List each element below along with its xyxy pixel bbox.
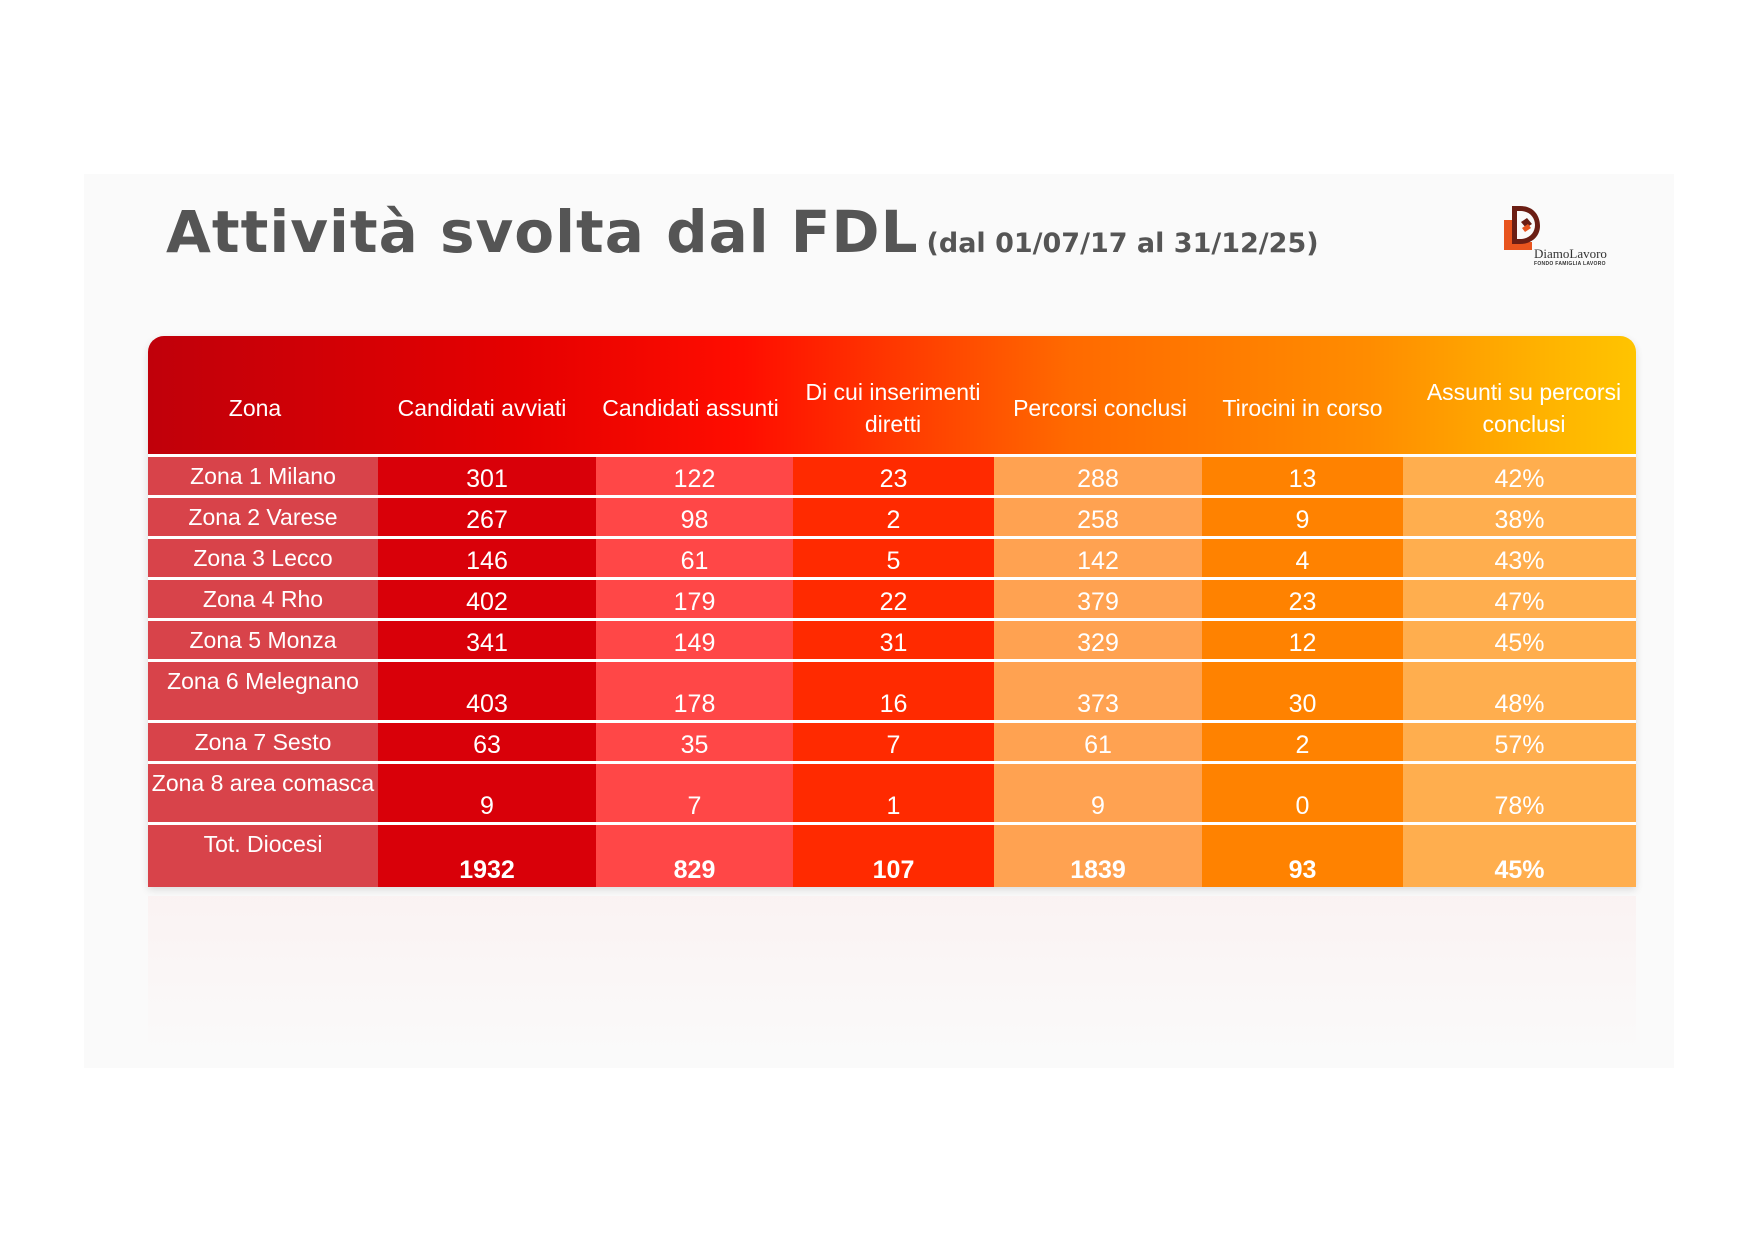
cell-zona: Zona 4 Rho xyxy=(202,586,324,612)
cell-conclusi: 9 xyxy=(1091,792,1105,820)
cell-avviati: 63 xyxy=(473,731,501,759)
cell-assunti: 35 xyxy=(680,731,709,759)
cell-conclusi: 288 xyxy=(1077,465,1119,493)
cell-zona: Zona 2 Varese xyxy=(188,504,338,530)
cell-conclusi: 329 xyxy=(1077,629,1119,657)
cell-percentuale: 45% xyxy=(1494,629,1545,657)
cell-conclusi: 142 xyxy=(1077,547,1119,575)
cell-assunti: 61 xyxy=(680,547,709,575)
header-candidati-assunti: Candidati assunti xyxy=(602,395,779,421)
row-separator xyxy=(148,822,1636,825)
table-header-row: Zona Candidati avviati Candidati assunti… xyxy=(148,336,1636,456)
total-cell-tirocini: 93 xyxy=(1288,856,1317,884)
cell-inserimenti: 5 xyxy=(886,547,901,575)
cell-assunti: 7 xyxy=(687,792,702,820)
column-bg-tirocini xyxy=(1202,456,1403,887)
header-assunti-su-percorsi: Assunti su percorsi conclusi xyxy=(1426,379,1622,437)
row-separator xyxy=(148,618,1636,621)
cell-avviati: 341 xyxy=(466,629,508,657)
cell-assunti: 178 xyxy=(673,690,716,718)
cell-conclusi: 373 xyxy=(1077,690,1119,718)
page-title: Attività svolta dal FDL (dal 01/07/17 al … xyxy=(166,198,1319,266)
header-percorsi-conclusi: Percorsi conclusi xyxy=(1013,395,1187,421)
cell-percentuale: 42% xyxy=(1494,465,1545,493)
cell-inserimenti: 1 xyxy=(886,792,901,820)
cell-assunti: 149 xyxy=(673,629,716,657)
column-bg-assunti xyxy=(596,456,793,887)
cell-conclusi: 61 xyxy=(1084,731,1112,759)
cell-zona: Zona 1 Milano xyxy=(190,463,336,489)
cell-tirocini: 9 xyxy=(1295,506,1310,534)
cell-avviati: 301 xyxy=(466,465,508,493)
cell-percentuale: 57% xyxy=(1494,731,1545,759)
cell-zona: Zona 3 Lecco xyxy=(193,545,333,571)
column-bg-conclusi xyxy=(994,456,1202,887)
cell-assunti: 98 xyxy=(680,506,709,534)
total-cell-percentuale: 45% xyxy=(1494,856,1545,884)
header-inserimenti-diretti: Di cui inserimenti diretti xyxy=(805,379,981,437)
cell-tirocini: 13 xyxy=(1288,465,1317,493)
header-separator xyxy=(148,454,1636,457)
cell-tirocini: 12 xyxy=(1288,629,1317,657)
cell-percentuale: 38% xyxy=(1494,506,1545,534)
cell-inserimenti: 2 xyxy=(886,506,901,534)
cell-tirocini: 0 xyxy=(1295,792,1310,820)
cell-inserimenti: 7 xyxy=(886,731,901,759)
cell-avviati: 403 xyxy=(466,690,508,718)
diamolavoro-logo: DiamoLavoro FONDO FAMIGLIA LAVORO xyxy=(1502,204,1626,268)
cell-inserimenti: 23 xyxy=(879,465,908,493)
cell-tirocini: 30 xyxy=(1288,690,1317,718)
row-separator xyxy=(148,577,1636,580)
column-bg-inserimenti xyxy=(793,456,994,887)
table-reflection xyxy=(148,896,1636,1056)
cell-assunti: 179 xyxy=(673,588,716,616)
total-cell-avviati: 1932 xyxy=(459,856,515,884)
cell-inserimenti: 22 xyxy=(879,588,908,616)
cell-zona: Zona 7 Sesto xyxy=(194,729,332,755)
row-separator xyxy=(148,659,1636,662)
header-candidati-avviati: Candidati avviati xyxy=(397,395,567,421)
cell-avviati: 146 xyxy=(466,547,508,575)
total-cell-assunti: 829 xyxy=(673,856,716,884)
total-cell-inserimenti: 107 xyxy=(872,856,915,884)
cell-percentuale: 48% xyxy=(1494,690,1545,718)
cell-conclusi: 379 xyxy=(1077,588,1119,616)
total-cell-conclusi: 1839 xyxy=(1070,856,1126,884)
cell-tirocini: 2 xyxy=(1295,731,1310,759)
header-tirocini-in-corso: Tirocini in corso xyxy=(1222,395,1383,421)
cell-zona: Zona 5 Monza xyxy=(189,627,337,653)
row-separator xyxy=(148,761,1636,764)
cell-inserimenti: 31 xyxy=(879,629,908,657)
cell-assunti: 122 xyxy=(673,465,716,493)
row-separator xyxy=(148,495,1636,498)
cell-percentuale: 78% xyxy=(1494,792,1545,820)
cell-zona: Zona 8 area comasca xyxy=(151,770,375,796)
cell-zona: Zona 6 Melegnano xyxy=(167,668,359,694)
row-separator xyxy=(148,720,1636,723)
column-bg-zona xyxy=(148,456,378,887)
cell-avviati: 9 xyxy=(480,792,494,820)
cell-avviati: 267 xyxy=(466,506,508,534)
title-main: Attività svolta dal FDL xyxy=(166,198,919,266)
logo-brand-text: DiamoLavoro xyxy=(1534,246,1607,261)
column-bg-percentuale xyxy=(1403,456,1636,887)
logo-mark-icon xyxy=(1504,206,1540,250)
title-period: (dal 01/07/17 al 31/12/25) xyxy=(926,228,1319,259)
logo-tagline: FONDO FAMIGLIA LAVORO xyxy=(1534,261,1606,267)
cell-inserimenti: 16 xyxy=(879,690,908,718)
cell-conclusi: 258 xyxy=(1077,506,1119,534)
column-bg-avviati xyxy=(378,456,596,887)
cell-percentuale: 47% xyxy=(1494,588,1545,616)
row-separator xyxy=(148,536,1636,539)
header-zona: Zona xyxy=(228,395,282,421)
total-cell-zona: Tot. Diocesi xyxy=(203,831,323,857)
cell-tirocini: 4 xyxy=(1295,547,1310,575)
data-table: Zona Candidati avviati Candidati assunti… xyxy=(148,336,1636,887)
cell-tirocini: 23 xyxy=(1288,588,1317,616)
cell-avviati: 402 xyxy=(466,588,508,616)
cell-percentuale: 43% xyxy=(1494,547,1545,575)
